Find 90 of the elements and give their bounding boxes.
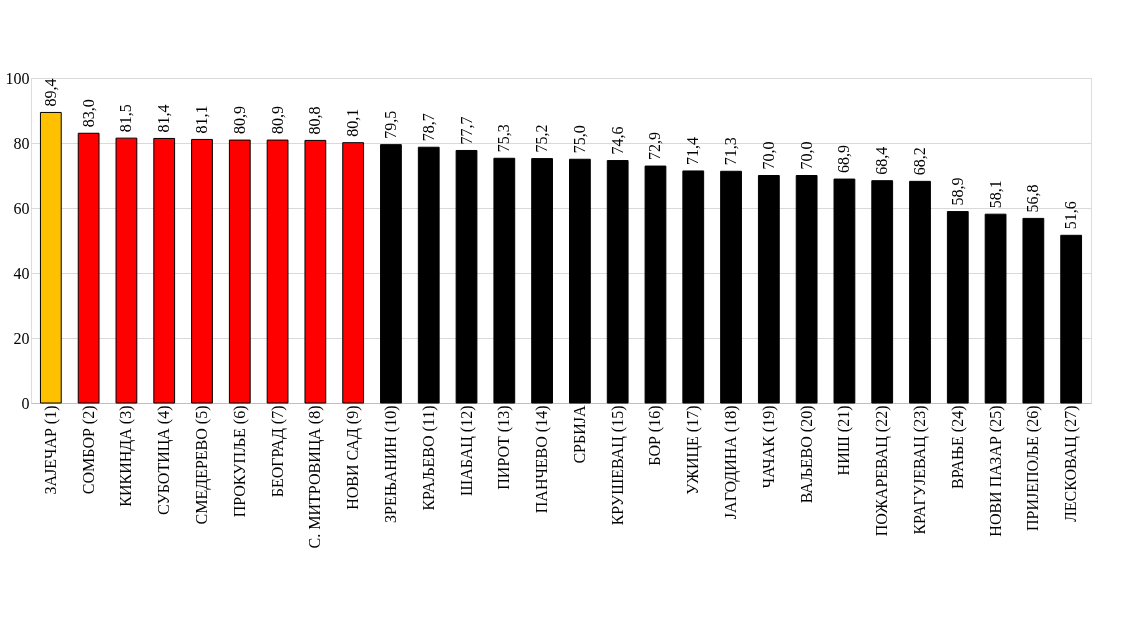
x-tick-label: С. МИТРОВИЦА (8) <box>306 405 325 549</box>
data-label: 80,9 <box>230 106 248 135</box>
data-label: 72,9 <box>646 132 664 161</box>
bar <box>153 137 176 404</box>
x-tick-label: БОР (16) <box>646 405 665 466</box>
x-tick-label: СМЕДЕРЕВО (5) <box>193 405 211 525</box>
x-tick-label: ПОЖАРЕВАЦ (22) <box>873 405 892 537</box>
data-label: 71,3 <box>722 137 740 166</box>
bar <box>115 137 138 404</box>
bar <box>304 139 327 404</box>
x-tick-label: ЈАГОДИНА (18) <box>722 405 741 520</box>
data-label: 71,4 <box>684 136 702 165</box>
bar <box>946 211 969 404</box>
bar <box>342 142 365 404</box>
data-label: 80,8 <box>306 106 324 135</box>
data-label: 81,1 <box>193 105 210 134</box>
data-label: 68,4 <box>873 146 891 175</box>
x-tick-label: СОМБОР (2) <box>79 405 98 495</box>
x-tick-label: БЕОГРАД (7) <box>268 405 287 498</box>
x-tick-label: ПАНЧЕВО (14) <box>533 405 552 514</box>
x-tick-label: ВРАЊЕ (24) <box>948 405 967 489</box>
x-tick-label: КРАЉЕВО (11) <box>419 405 438 511</box>
x-tick-label: НИШ (21) <box>835 405 854 476</box>
data-label: 79,5 <box>381 110 399 139</box>
data-label: 74,6 <box>608 126 626 155</box>
x-tick-label: ШАБАЦ (12) <box>457 405 476 496</box>
data-label: 70,0 <box>759 141 777 170</box>
bar <box>191 138 213 404</box>
x-tick-label: КРАГУЈЕВАЦ (23) <box>911 405 929 535</box>
x-tick-label: ЗРЕЊАНИН (10) <box>381 405 400 524</box>
bar <box>833 178 856 404</box>
x-tick-label: ПРИЈЕПОЉЕ (26) <box>1024 405 1043 531</box>
y-tick-label: 100 <box>5 69 30 87</box>
bar <box>1060 234 1083 404</box>
y-tick-label: 40 <box>13 264 30 282</box>
bar <box>644 165 667 404</box>
data-label: 75,2 <box>533 124 551 153</box>
bar <box>380 144 402 404</box>
data-label: 51,6 <box>1062 201 1080 230</box>
data-label: 80,1 <box>344 108 362 137</box>
bar <box>984 213 1007 404</box>
bar <box>77 132 100 404</box>
x-tick-label: СУБОТИЦА (4) <box>155 405 174 516</box>
data-label: 89,4 <box>41 78 59 107</box>
data-label: 80,9 <box>268 106 286 135</box>
bar <box>871 180 894 404</box>
x-tick-label: КРУШЕВАЦ (15) <box>608 405 627 526</box>
data-label: 58,9 <box>948 177 966 206</box>
x-tick-label: УЖИЦЕ (17) <box>684 405 703 495</box>
x-tick-label: ВАЉЕВО (20) <box>797 405 816 504</box>
x-tick-label: НОВИ ПАЗАР (25) <box>986 405 1005 537</box>
x-tick-label: ЛЕСКОВАЦ (27) <box>1062 405 1081 523</box>
x-tick-label: ПИРОТ (13) <box>495 405 514 490</box>
x-tick-label: ПРОКУПЉЕ (6) <box>230 405 249 518</box>
x-tick-label: КИКИНДА (3) <box>117 405 136 507</box>
bar <box>455 149 478 404</box>
data-label: 81,5 <box>117 104 135 133</box>
bar <box>531 158 553 404</box>
data-label: 75,3 <box>495 124 513 153</box>
bar <box>757 175 780 404</box>
bar <box>682 170 705 404</box>
bar <box>720 170 742 404</box>
data-label: 83,0 <box>79 99 97 128</box>
x-tick-label: НОВИ САД (9) <box>344 405 363 510</box>
bar <box>569 158 591 404</box>
y-tick-label: 0 <box>21 394 30 412</box>
x-tick-label: ЗАЈЕЧАР (1) <box>41 405 60 495</box>
data-label: 68,2 <box>911 147 928 176</box>
bar <box>493 157 516 404</box>
data-label: 68,9 <box>835 145 853 174</box>
data-label: 75,0 <box>570 125 588 154</box>
bar <box>39 111 62 404</box>
data-label: 56,8 <box>1024 184 1042 213</box>
bar <box>417 146 440 404</box>
data-label: 78,7 <box>419 113 437 142</box>
data-label: 70,0 <box>797 141 815 170</box>
bar <box>909 180 931 404</box>
data-label: 58,1 <box>986 180 1004 209</box>
y-tick-label: 20 <box>13 329 30 347</box>
data-label: 77,7 <box>457 116 475 145</box>
bar <box>795 175 818 404</box>
bar <box>606 160 629 404</box>
y-tick-label: 60 <box>13 199 30 217</box>
x-tick-label: СРБИЈА <box>570 405 588 464</box>
data-label: 81,4 <box>155 104 173 133</box>
bar <box>228 139 251 404</box>
y-tick-label: 80 <box>13 134 30 152</box>
bar <box>266 139 289 404</box>
bar <box>1022 217 1045 404</box>
x-tick-label: ЧАЧАК (19) <box>759 405 778 489</box>
